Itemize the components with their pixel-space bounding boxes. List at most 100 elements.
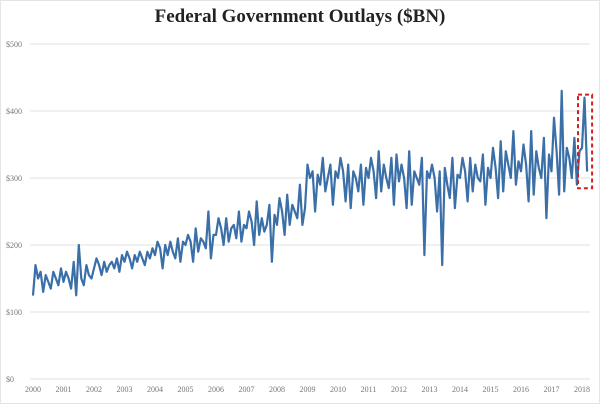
data-point <box>286 194 288 196</box>
x-tick-label: 2004 <box>147 385 163 394</box>
data-point <box>350 207 352 209</box>
chart-title: Federal Government Outlays ($BN) <box>154 6 446 27</box>
data-point <box>563 190 565 192</box>
data-point <box>576 184 578 186</box>
data-point <box>189 241 192 243</box>
x-tick-label: 2009 <box>300 385 316 394</box>
data-point <box>489 177 492 179</box>
data-point <box>118 271 121 273</box>
data-point <box>533 194 535 196</box>
data-point <box>319 184 321 186</box>
data-point <box>62 281 65 283</box>
data-point <box>322 157 324 159</box>
data-point <box>370 157 372 159</box>
x-tick-label: 2010 <box>330 385 346 394</box>
data-point <box>256 200 258 203</box>
data-point <box>454 207 456 209</box>
data-point <box>243 224 245 226</box>
data-point <box>83 284 85 286</box>
data-point <box>113 267 115 270</box>
data-point <box>304 207 306 209</box>
data-point <box>195 227 197 229</box>
data-point <box>139 251 141 253</box>
data-point <box>228 241 230 243</box>
data-point <box>347 164 349 166</box>
data-point <box>230 227 232 229</box>
data-point <box>398 180 400 182</box>
data-point <box>101 274 103 276</box>
data-point <box>184 244 187 246</box>
data-point <box>187 234 189 236</box>
data-point <box>467 200 469 203</box>
data-point <box>408 150 410 152</box>
data-point <box>233 224 235 226</box>
data-point <box>215 234 217 236</box>
data-point <box>383 164 385 166</box>
data-point <box>103 261 105 263</box>
data-point <box>477 177 479 179</box>
data-point <box>311 170 314 172</box>
data-point <box>479 180 481 182</box>
data-point <box>436 210 438 213</box>
data-point <box>220 227 222 229</box>
data-point <box>400 164 403 166</box>
data-point <box>42 291 44 293</box>
data-point <box>65 271 67 273</box>
data-point <box>525 164 527 166</box>
data-point <box>505 150 507 152</box>
data-point <box>40 271 42 273</box>
data-point <box>90 277 93 280</box>
data-point <box>362 204 365 206</box>
data-point <box>261 217 263 219</box>
data-point <box>45 274 47 276</box>
data-point <box>484 204 487 206</box>
data-point <box>530 130 532 132</box>
data-point <box>271 261 273 263</box>
data-point <box>561 90 563 92</box>
x-tick-label: 2003 <box>117 385 133 394</box>
data-point <box>380 190 382 192</box>
data-point <box>47 281 49 283</box>
data-point <box>134 254 136 256</box>
data-point <box>245 227 248 229</box>
data-point <box>378 150 380 152</box>
data-point <box>93 267 95 270</box>
data-point <box>487 167 489 169</box>
data-point <box>357 190 359 192</box>
data-point <box>95 257 98 259</box>
data-point <box>583 97 586 99</box>
data-point <box>60 267 62 270</box>
data-point <box>144 264 146 266</box>
data-point <box>314 210 316 213</box>
data-point <box>446 184 448 186</box>
data-point <box>416 177 418 179</box>
data-point <box>512 130 514 132</box>
data-point <box>70 287 72 290</box>
data-point <box>250 220 253 223</box>
data-point <box>334 170 337 172</box>
data-point <box>568 157 570 159</box>
data-point <box>276 224 278 226</box>
data-point <box>266 224 268 226</box>
data-point <box>284 234 286 236</box>
data-point <box>116 257 118 259</box>
data-point <box>192 261 194 263</box>
data-point <box>32 294 34 296</box>
data-point <box>78 244 80 246</box>
data-point <box>428 177 431 179</box>
data-point <box>500 140 502 142</box>
data-point <box>167 254 169 256</box>
data-point <box>52 271 54 273</box>
data-point <box>545 217 548 219</box>
data-point <box>106 271 108 273</box>
data-point <box>461 157 464 159</box>
data-point <box>294 210 296 213</box>
data-point <box>515 184 517 186</box>
data-point <box>522 143 525 146</box>
data-point <box>342 170 344 172</box>
data-point <box>431 164 433 166</box>
data-point <box>548 153 550 156</box>
data-point <box>433 177 436 179</box>
data-point <box>205 247 207 249</box>
data-point <box>200 237 202 239</box>
